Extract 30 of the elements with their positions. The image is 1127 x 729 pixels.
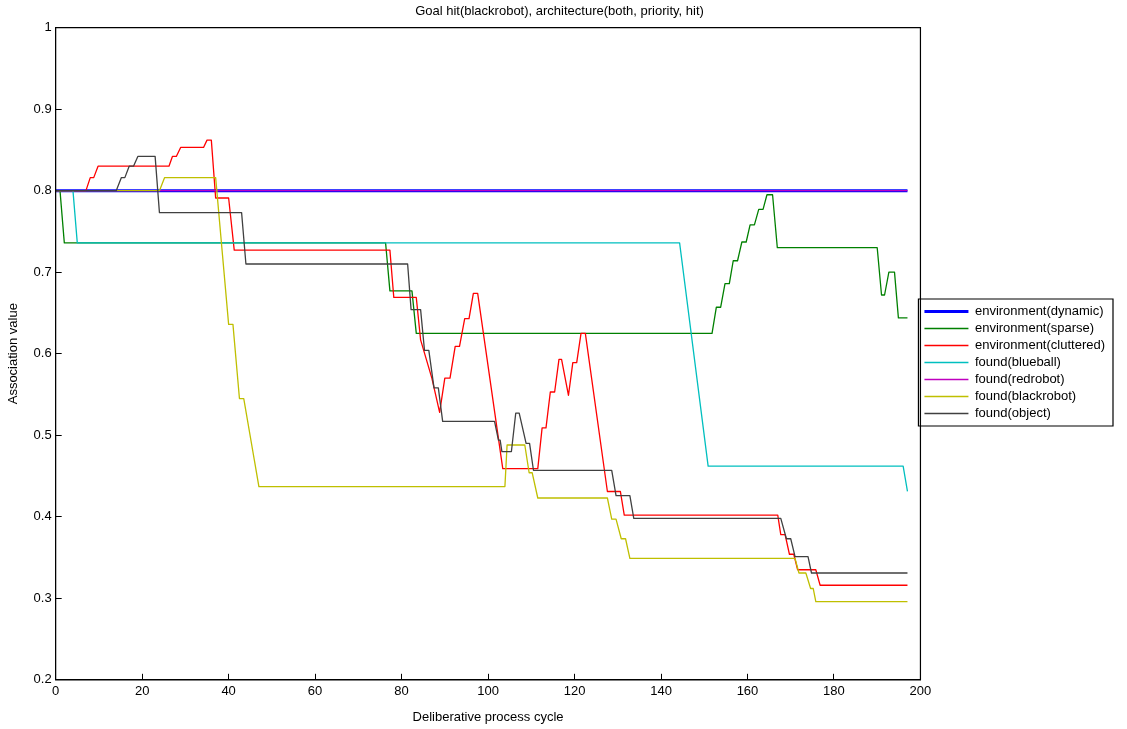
chart-title: Goal hit(blackrobot), architecture(both, priority, hit): [415, 3, 704, 19]
x-tick-label: 100: [477, 683, 499, 699]
x-axis-title: Deliberative process cycle: [412, 708, 564, 724]
legend-label: found(blueball): [974, 354, 1061, 370]
legend-label: environment(cluttered): [974, 337, 1106, 353]
y-tick-label: 0.5: [33, 426, 52, 442]
x-tick-label: 60: [307, 683, 323, 699]
y-tick-label: 0.9: [33, 100, 52, 116]
y-axis-title: Association value: [5, 303, 21, 405]
y-tick-label: 1: [44, 19, 52, 35]
y-tick-label: 0.8: [33, 182, 52, 198]
x-tick-label: 120: [563, 683, 586, 699]
legend-label: environment(dynamic): [974, 303, 1104, 319]
x-tick-label: 20: [134, 683, 150, 699]
x-tick-label: 140: [650, 683, 672, 699]
x-tick-label: 80: [394, 683, 409, 699]
x-tick-label: 200: [909, 683, 932, 699]
x-tick-label: 180: [823, 683, 845, 699]
x-tick-label: 0: [52, 683, 60, 699]
legend-label: found(blackrobot): [974, 388, 1077, 404]
x-tick-label: 40: [221, 683, 236, 699]
y-tick-label: 0.6: [33, 345, 52, 361]
y-tick-label: 0.4: [33, 508, 52, 524]
legend-label: found(object): [974, 405, 1051, 421]
y-tick-label: 0.3: [33, 589, 52, 605]
legend-label: environment(sparse): [974, 320, 1095, 336]
y-tick-label: 0.7: [33, 263, 52, 279]
x-tick-label: 160: [736, 683, 759, 699]
legend-label: found(redrobot): [974, 371, 1065, 387]
y-tick-label: 0.2: [33, 671, 52, 687]
